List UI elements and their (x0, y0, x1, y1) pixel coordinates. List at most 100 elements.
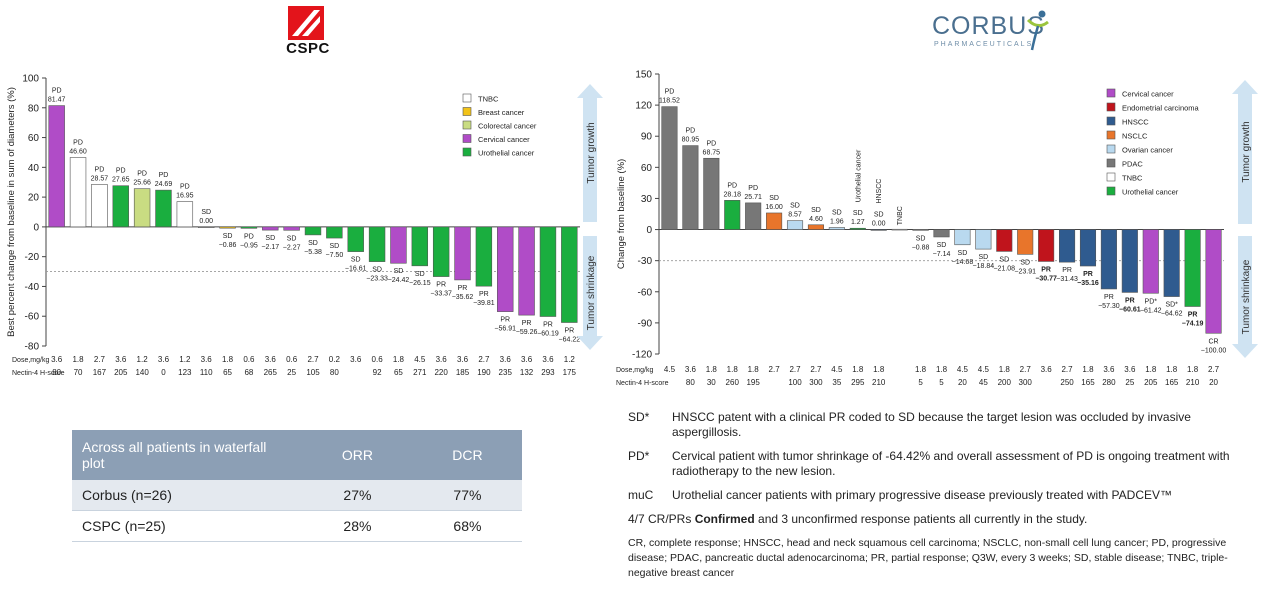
hscore-value: 167 (93, 368, 107, 377)
dose-value: 3.6 (265, 355, 277, 364)
bar (219, 226, 236, 229)
dose-value: 2.7 (769, 365, 781, 374)
bar (411, 226, 429, 267)
bar-value-label: 46.60 (69, 149, 87, 156)
bar-response-label: PR (1188, 311, 1198, 318)
corbus-waterfall-chart: -120 -90 -60 -30 0 30 60 90 120 150 Change from ba… (616, 70, 1258, 387)
bar-value-label: −7.50 (326, 252, 344, 259)
hscore-value: 100 (788, 378, 802, 387)
bar-value-label: 4.60 (809, 216, 823, 223)
dose-value: 3.6 (51, 355, 63, 364)
dose-value: 1.2 (137, 355, 149, 364)
y-tick-label: 0 (646, 225, 652, 236)
table-header-row: Across all patients in waterfall plot OR… (72, 430, 522, 480)
table-cell: CSPC (n=25) (72, 510, 302, 542)
bar (69, 157, 87, 228)
bar-value-label: −21.08 (993, 265, 1015, 272)
legend-label: Urothelial cancer (478, 149, 535, 158)
hscore-value: 280 (1102, 378, 1116, 387)
confirm-pre: 4/7 CR/PRs (628, 512, 695, 526)
bar (240, 226, 258, 229)
dose-value: 2.7 (94, 355, 106, 364)
bar (326, 226, 343, 239)
bar-value-label: 1.27 (851, 219, 865, 226)
tumor-growth-label: Tumor growth (586, 122, 597, 183)
y-tick-label: 0 (33, 222, 39, 233)
dose-value: 3.6 (1041, 365, 1053, 374)
bar-value-label: −16.61 (345, 266, 367, 273)
bar (197, 226, 215, 228)
legend-label: Cervical cancer (478, 135, 530, 144)
dose-value: 0.6 (286, 355, 298, 364)
bar-response-label: PR (564, 328, 574, 335)
hscore-value: 65 (223, 368, 232, 377)
bar-value-label: 25.71 (744, 194, 762, 201)
response-rate-table: Across all patients in waterfall plot OR… (72, 430, 522, 542)
cspc-logo-mark (288, 6, 324, 40)
bar (891, 228, 908, 231)
tumor-growth-label: Tumor growth (1241, 121, 1252, 182)
bar-response-label: PR (458, 285, 468, 292)
bar-value-label: −60.61 (1119, 306, 1141, 313)
table-row: Corbus (n=26) 27% 77% (72, 480, 522, 511)
y-tick-label: 60 (641, 163, 653, 174)
bar-response-label: SD (265, 235, 275, 242)
table-header-cell: DCR (412, 430, 522, 480)
dose-value: 1.8 (393, 355, 405, 364)
legend-swatch (462, 107, 472, 116)
bar (807, 224, 824, 230)
bar (304, 226, 322, 236)
bar (912, 229, 929, 231)
hscore-value: 80 (686, 378, 695, 387)
legend-swatch (1106, 102, 1116, 112)
hscore-value: 65 (394, 368, 403, 377)
bar (133, 188, 151, 228)
y-tick-label: -90 (638, 318, 653, 329)
y-tick-label: 120 (635, 101, 652, 112)
hscore-value: 123 (178, 368, 192, 377)
y-axis-label: Change from baseline (%) (616, 159, 627, 269)
bar (745, 202, 762, 230)
legend-swatch (1106, 88, 1116, 98)
footnote-item: muC Urothelial cancer patients with prim… (628, 488, 1258, 503)
dose-value: 1.8 (222, 355, 234, 364)
bar-response-label: SD (201, 209, 211, 216)
dose-value: 1.8 (1082, 365, 1094, 374)
bar-response-label: SD (978, 254, 988, 261)
legend-swatch (1106, 144, 1116, 154)
y-tick-label: 80 (28, 103, 40, 114)
dose-value: 1.8 (936, 365, 948, 374)
abbreviations: CR, complete response; HNSCC, head and n… (628, 537, 1228, 579)
bar (661, 106, 678, 230)
bar-response-label: PD (665, 89, 675, 96)
dose-value: 3.6 (542, 355, 554, 364)
bar-response-label: PR (500, 317, 510, 324)
bar-value-label: 0.00 (199, 218, 213, 225)
bar-value-label: 118.52 (659, 98, 680, 105)
cspc-logo: CSPC (282, 6, 334, 58)
y-tick-label: -60 (638, 287, 653, 298)
bar-value-label: −64.62 (1161, 311, 1183, 318)
hscore-value: 110 (200, 368, 213, 377)
bar (933, 229, 950, 238)
bar-value-label: 0.00 (872, 221, 886, 228)
legend-swatch (462, 93, 472, 103)
bar-vertical-label: HNSCC (876, 179, 883, 204)
corbus-figure-icon (1026, 10, 1049, 51)
bar-response-label: SD (958, 250, 968, 257)
dose-value: 4.5 (414, 355, 426, 364)
bar (518, 226, 535, 316)
bar-response-label: PD (727, 182, 737, 189)
hscore-value: 265 (264, 368, 278, 377)
y-tick-label: 30 (641, 194, 653, 205)
bar-value-label: −33.37 (430, 291, 452, 298)
bar-response-label: PD (180, 184, 190, 191)
y-tick-label: 20 (28, 193, 40, 204)
table-cell: 28% (302, 510, 413, 542)
hscore-value: 20 (1209, 378, 1218, 387)
bar-response-label: PD (95, 166, 105, 173)
dose-value: 2.7 (1061, 365, 1073, 374)
legend-label: HNSCC (1122, 118, 1149, 127)
dose-value: 3.6 (350, 355, 362, 364)
legend-swatch (1106, 172, 1116, 182)
